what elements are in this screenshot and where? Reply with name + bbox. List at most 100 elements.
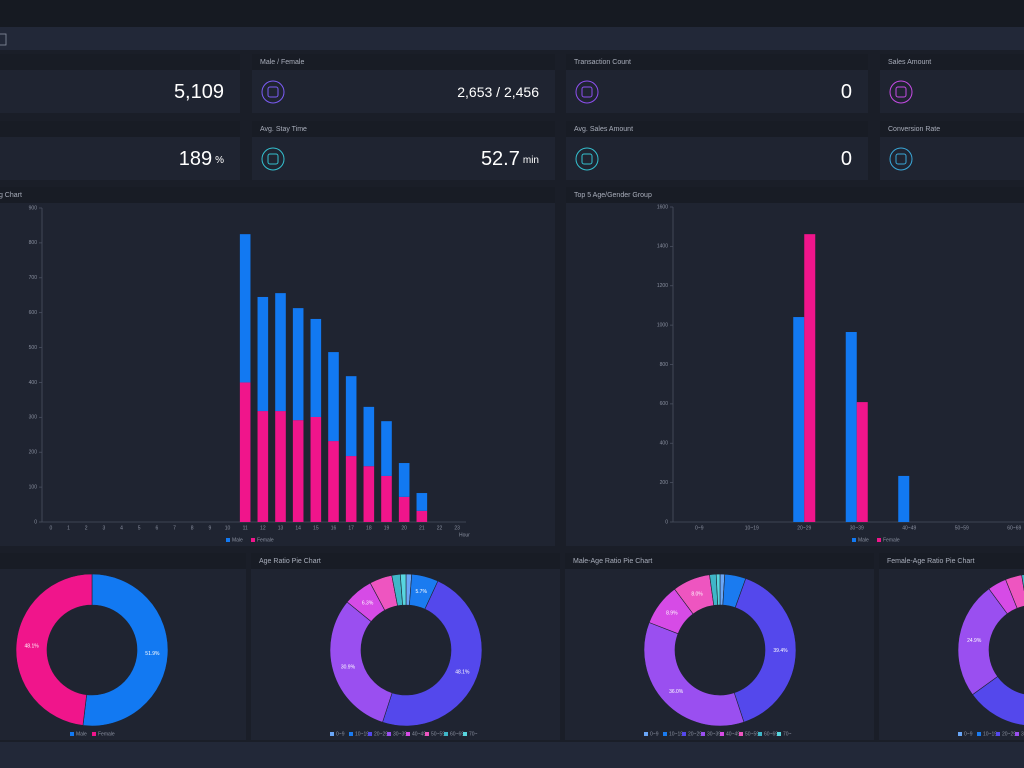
legend-swatch [444, 732, 448, 736]
x-axis-label: Hour [459, 532, 470, 538]
pie-slice [329, 601, 393, 723]
panel-title: s of Time-Sharing Chart [0, 192, 22, 199]
legend-swatch [1015, 732, 1019, 736]
bar [856, 402, 868, 522]
x-tick-label: 12 [260, 525, 266, 531]
legend-swatch [777, 732, 781, 736]
x-tick-label: 10 [225, 525, 231, 531]
x-tick-label: 16 [331, 525, 337, 531]
slice-label: 51.9% [145, 651, 160, 657]
panel-title: Age Ratio Pie Chart [259, 558, 321, 565]
pie-slice [715, 573, 721, 606]
bar-segment [292, 420, 304, 522]
legend-label: 30~39 [1021, 731, 1024, 737]
bar-segment [363, 406, 375, 467]
card-value-number: 5,109 [174, 81, 224, 103]
legend-label: 20~29 [688, 731, 702, 737]
legend-swatch [463, 732, 467, 736]
bar-segment [310, 416, 322, 522]
x-tick-label: 14 [295, 525, 301, 531]
panel-header [0, 187, 555, 203]
x-tick-label: 5 [138, 525, 141, 531]
card-value: 2,653 / 2,456 [457, 84, 539, 100]
y-tick-label: 0 [34, 519, 37, 525]
toolbar-button[interactable] [0, 33, 7, 46]
x-tick-label: 0 [49, 525, 52, 531]
bar-segment [257, 296, 269, 412]
slice-label: 24.9% [967, 638, 982, 644]
legend-swatch [720, 732, 724, 736]
legend-swatch [644, 732, 648, 736]
y-tick-label: 500 [29, 345, 38, 351]
pie-slice [733, 578, 797, 723]
panel-header [566, 187, 1024, 203]
bar-segment [257, 411, 269, 522]
x-tick-label: 6 [155, 525, 158, 531]
card-value: 5,109 [174, 81, 224, 103]
card-icon [261, 80, 285, 104]
x-tick-label: 30~39 [850, 525, 864, 531]
x-tick-label: 0~9 [695, 525, 704, 531]
legend-label: Female [98, 731, 115, 737]
slice-label: 39.4% [773, 648, 788, 654]
bar-segment [398, 463, 410, 497]
top-bar [0, 0, 1024, 27]
legend-swatch [387, 732, 391, 736]
legend-swatch [226, 538, 230, 542]
legend-label: 40~49 [726, 731, 740, 737]
panel-header [252, 121, 555, 137]
legend-label: Male [76, 731, 87, 737]
legend-label: 10~19 [669, 731, 683, 737]
panel-header [879, 553, 1024, 569]
bar-segment [345, 376, 357, 457]
card-icon-glyph [581, 153, 593, 165]
bar-segment [328, 441, 339, 522]
card-value-unit: % [215, 155, 224, 166]
bar-segment [328, 352, 339, 442]
legend-swatch [877, 538, 881, 542]
x-tick-label: 17 [348, 525, 354, 531]
legend-swatch [758, 732, 762, 736]
panel-header [251, 553, 560, 569]
legend-swatch [70, 732, 74, 736]
x-tick-label: 9 [208, 525, 211, 531]
panel-header [252, 54, 555, 70]
x-tick-label: 20~29 [797, 525, 811, 531]
bar-segment [363, 466, 375, 522]
x-tick-label: 7 [173, 525, 176, 531]
pie-slice [15, 573, 93, 726]
pie-slice [399, 573, 407, 606]
slice-label: 5.7% [416, 589, 428, 595]
y-tick-label: 400 [660, 441, 669, 447]
y-tick-label: 900 [29, 205, 38, 211]
bar-segment [292, 308, 304, 421]
x-tick-label: 21 [419, 525, 425, 531]
y-tick-label: 600 [29, 310, 38, 316]
legend-label: 10~19 [983, 731, 997, 737]
legend-swatch [682, 732, 686, 736]
legend-label: Male [232, 537, 243, 543]
slice-label: 8.9% [666, 611, 678, 617]
card-value: 189% [179, 148, 224, 170]
bar-segment [310, 318, 322, 417]
panel-title: Sales Amount [888, 59, 931, 66]
pie-slice [382, 580, 483, 727]
panel-header [880, 121, 1024, 137]
bar-segment [416, 493, 428, 511]
bar [898, 475, 910, 522]
legend-swatch [330, 732, 334, 736]
legend-label: 0~9 [964, 731, 973, 737]
card-icon [889, 147, 913, 171]
bar-segment [345, 456, 357, 522]
legend-swatch [368, 732, 372, 736]
pie-slice [82, 573, 169, 727]
bar [804, 234, 816, 522]
panel-header [0, 54, 240, 70]
panel-title: Transaction Count [574, 59, 631, 66]
legend-swatch [996, 732, 1000, 736]
y-tick-label: 1000 [657, 322, 668, 328]
legend-label: 50~59 [745, 731, 759, 737]
card-icon-glyph [267, 86, 279, 98]
pie-slice [1021, 574, 1024, 592]
